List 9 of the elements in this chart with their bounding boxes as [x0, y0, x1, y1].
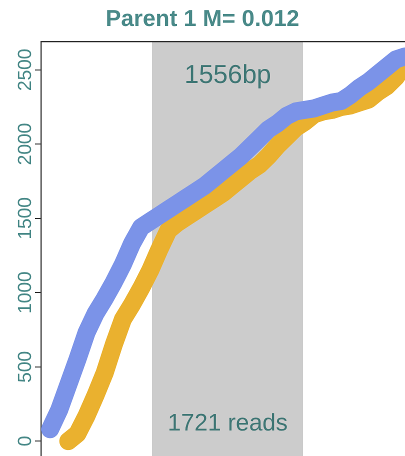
chart-title: Parent 1 M= 0.012 [106, 5, 300, 32]
annotation: 1721 reads [168, 410, 288, 437]
y-tick-label: 1000 [15, 271, 36, 314]
y-tick-label: 1500 [15, 197, 36, 240]
y-tick-label: 500 [15, 351, 36, 383]
annotation: 1556bp [184, 58, 272, 89]
y-tick-label: 0 [15, 436, 36, 446]
y-tick-label: 2500 [15, 48, 36, 91]
y-tick-label: 2000 [15, 122, 36, 166]
